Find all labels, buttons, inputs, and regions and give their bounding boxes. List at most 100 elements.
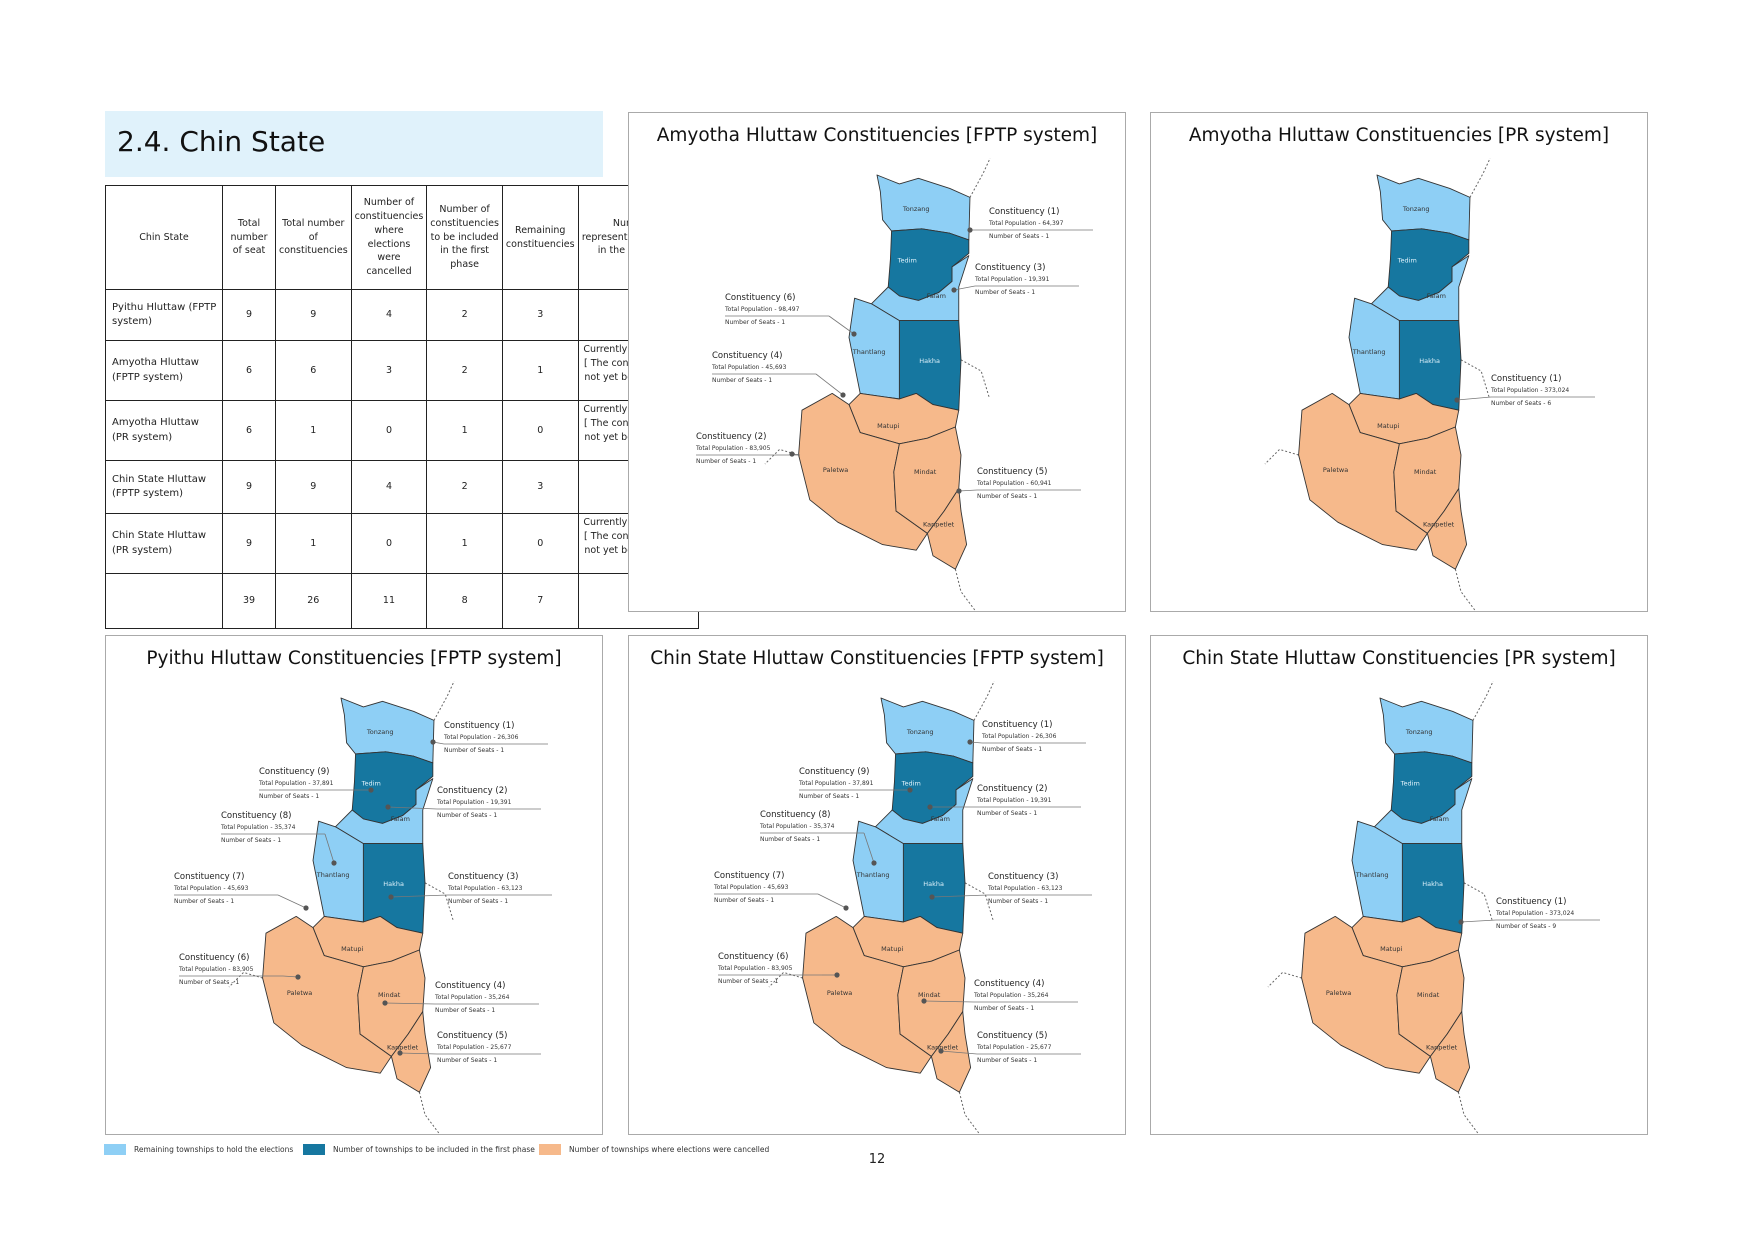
pointer-dot bbox=[938, 1048, 944, 1054]
border-line bbox=[969, 157, 991, 198]
constituency-name: Constituency (5) bbox=[977, 467, 1047, 477]
township-label: Tedim bbox=[1397, 256, 1417, 264]
constituency-name: Constituency (6) bbox=[179, 953, 249, 963]
township bbox=[390, 1011, 432, 1093]
border-line bbox=[960, 359, 990, 397]
row-label: Amyotha Hluttaw (FPTP system) bbox=[105, 339, 223, 402]
cell: 6 bbox=[222, 339, 276, 402]
pointer-dot bbox=[967, 227, 973, 233]
constituency-seats: Number of Seats - 6 bbox=[1491, 400, 1551, 407]
leader-line bbox=[817, 893, 847, 909]
cell: 1 bbox=[426, 400, 503, 462]
legend-item: Remaining townships to hold the election… bbox=[104, 1144, 293, 1155]
total-cell: 7 bbox=[501, 573, 579, 630]
border-line bbox=[1463, 882, 1493, 920]
township-label: Hakha bbox=[919, 357, 940, 365]
township-label: Tonzang bbox=[902, 205, 930, 213]
constituency-population: Total Population - 45,693 bbox=[173, 885, 249, 892]
constituency-population: Total Population - 45,693 bbox=[713, 884, 789, 891]
township-label: Falam bbox=[391, 815, 410, 823]
township-label: Mindat bbox=[914, 468, 937, 476]
constituency-population: Total Population - 26,306 bbox=[443, 734, 519, 741]
township-label: Thantlang bbox=[1355, 871, 1389, 879]
constituency-population: Total Population - 63,123 bbox=[987, 885, 1063, 892]
total-cell: 11 bbox=[350, 573, 428, 630]
constituency-name: Constituency (2) bbox=[696, 432, 766, 442]
township-label: Falam bbox=[1430, 815, 1449, 823]
constituency-name: Constituency (1) bbox=[1491, 374, 1561, 384]
township-label: Kanpetlet bbox=[1423, 521, 1455, 529]
cell: 4 bbox=[350, 460, 428, 515]
constituency-name: Constituency (1) bbox=[989, 207, 1059, 217]
constituency-seats: Number of Seats - 1 bbox=[444, 747, 504, 754]
constituency-name: Constituency (1) bbox=[1496, 897, 1566, 907]
cell: 1 bbox=[426, 513, 503, 575]
border-line bbox=[1457, 1092, 1480, 1134]
constituency-seats: Number of Seats - 1 bbox=[437, 1057, 497, 1064]
constituency-population: Total Population - 83,905 bbox=[695, 445, 771, 452]
township-label: Falam bbox=[1427, 292, 1446, 300]
constituency-seats: Number of Seats - 1 bbox=[718, 978, 778, 985]
constituency-population: Total Population - 35,264 bbox=[434, 994, 510, 1001]
cell: 1 bbox=[275, 513, 352, 575]
legend-item: Number of townships where elections were… bbox=[539, 1144, 769, 1155]
column-header: Number of constituencies to be included … bbox=[426, 185, 503, 290]
leader-line bbox=[815, 373, 844, 396]
constituency-name: Constituency (6) bbox=[725, 293, 795, 303]
township-label: Matupi bbox=[881, 945, 903, 953]
cell: 9 bbox=[222, 289, 276, 341]
row-label: Pyithu Hluttaw (FPTP system) bbox=[105, 289, 223, 341]
table-row: Chin State Hluttaw (PR system) 9 1 0 1 0 Curre… bbox=[105, 513, 699, 575]
township-label: Matupi bbox=[1380, 945, 1402, 953]
map-shapes bbox=[1298, 174, 1471, 570]
constituency-population: Total Population - 45,693 bbox=[711, 364, 787, 371]
column-header: Total number of constituencies bbox=[275, 185, 352, 290]
constituency-name: Constituency (7) bbox=[714, 871, 784, 881]
map-shapes bbox=[262, 697, 435, 1093]
pointer-dot bbox=[956, 488, 962, 494]
township bbox=[334, 778, 434, 845]
summary-table: Chin State Total number of seat Total numb… bbox=[105, 185, 699, 630]
township-label: Thantlang bbox=[852, 348, 886, 356]
page-title: 2.4. Chin State bbox=[117, 125, 326, 158]
pointer-dot bbox=[789, 451, 795, 457]
border-line bbox=[954, 569, 977, 611]
township-label: Paletwa bbox=[1326, 989, 1351, 997]
constituency-seats: Number of Seats - 1 bbox=[760, 836, 820, 843]
map-panel: Amyotha Hluttaw Constituencies [FPTP sys… bbox=[628, 112, 1126, 612]
legend-swatch bbox=[303, 1144, 325, 1155]
constituency-population: Total Population - 98,497 bbox=[724, 306, 800, 313]
constituency-seats: Number of Seats - 1 bbox=[712, 377, 772, 384]
border-line bbox=[1469, 157, 1491, 198]
township-label: Kanpetlet bbox=[927, 1044, 959, 1052]
constituency-name: Constituency (5) bbox=[437, 1031, 507, 1041]
cell bbox=[105, 573, 223, 630]
leader-line bbox=[953, 285, 976, 291]
township-label: Tonzang bbox=[1402, 205, 1430, 213]
totals-row: 392611874 bbox=[105, 573, 699, 630]
township-label: Tedim bbox=[897, 256, 917, 264]
map-panel: Chin State Hluttaw Constituencies [PR sy… bbox=[1150, 635, 1648, 1135]
leader-line bbox=[384, 1002, 436, 1005]
constituency-name: Constituency (9) bbox=[259, 767, 329, 777]
border-line bbox=[958, 1092, 981, 1134]
header-row: Chin State Total number of seat Total numb… bbox=[105, 185, 699, 290]
border-line bbox=[768, 971, 803, 988]
constituency-name: Constituency (4) bbox=[712, 351, 782, 361]
constituency-population: Total Population - 63,123 bbox=[447, 885, 523, 892]
pointer-dot bbox=[840, 392, 846, 398]
constituency-seats: Number of Seats - 1 bbox=[977, 1057, 1037, 1064]
township-label: Tonzang bbox=[906, 728, 934, 736]
constituency-population: Total Population - 35,374 bbox=[220, 824, 296, 831]
pointer-dot bbox=[851, 331, 857, 337]
township-label: Paletwa bbox=[1323, 466, 1348, 474]
township bbox=[1429, 1011, 1471, 1093]
constituency-name: Constituency (1) bbox=[444, 721, 514, 731]
map-title: Amyotha Hluttaw Constituencies [FPTP sys… bbox=[657, 125, 1098, 146]
map: Pyithu Hluttaw Constituencies [FPTP syst… bbox=[146, 648, 562, 1134]
cell: 9 bbox=[275, 289, 352, 341]
township bbox=[1370, 255, 1470, 322]
constituency-name: Constituency (4) bbox=[435, 981, 505, 991]
township-label: Thantlang bbox=[1352, 348, 1386, 356]
constituency-name: Constituency (7) bbox=[174, 872, 244, 882]
